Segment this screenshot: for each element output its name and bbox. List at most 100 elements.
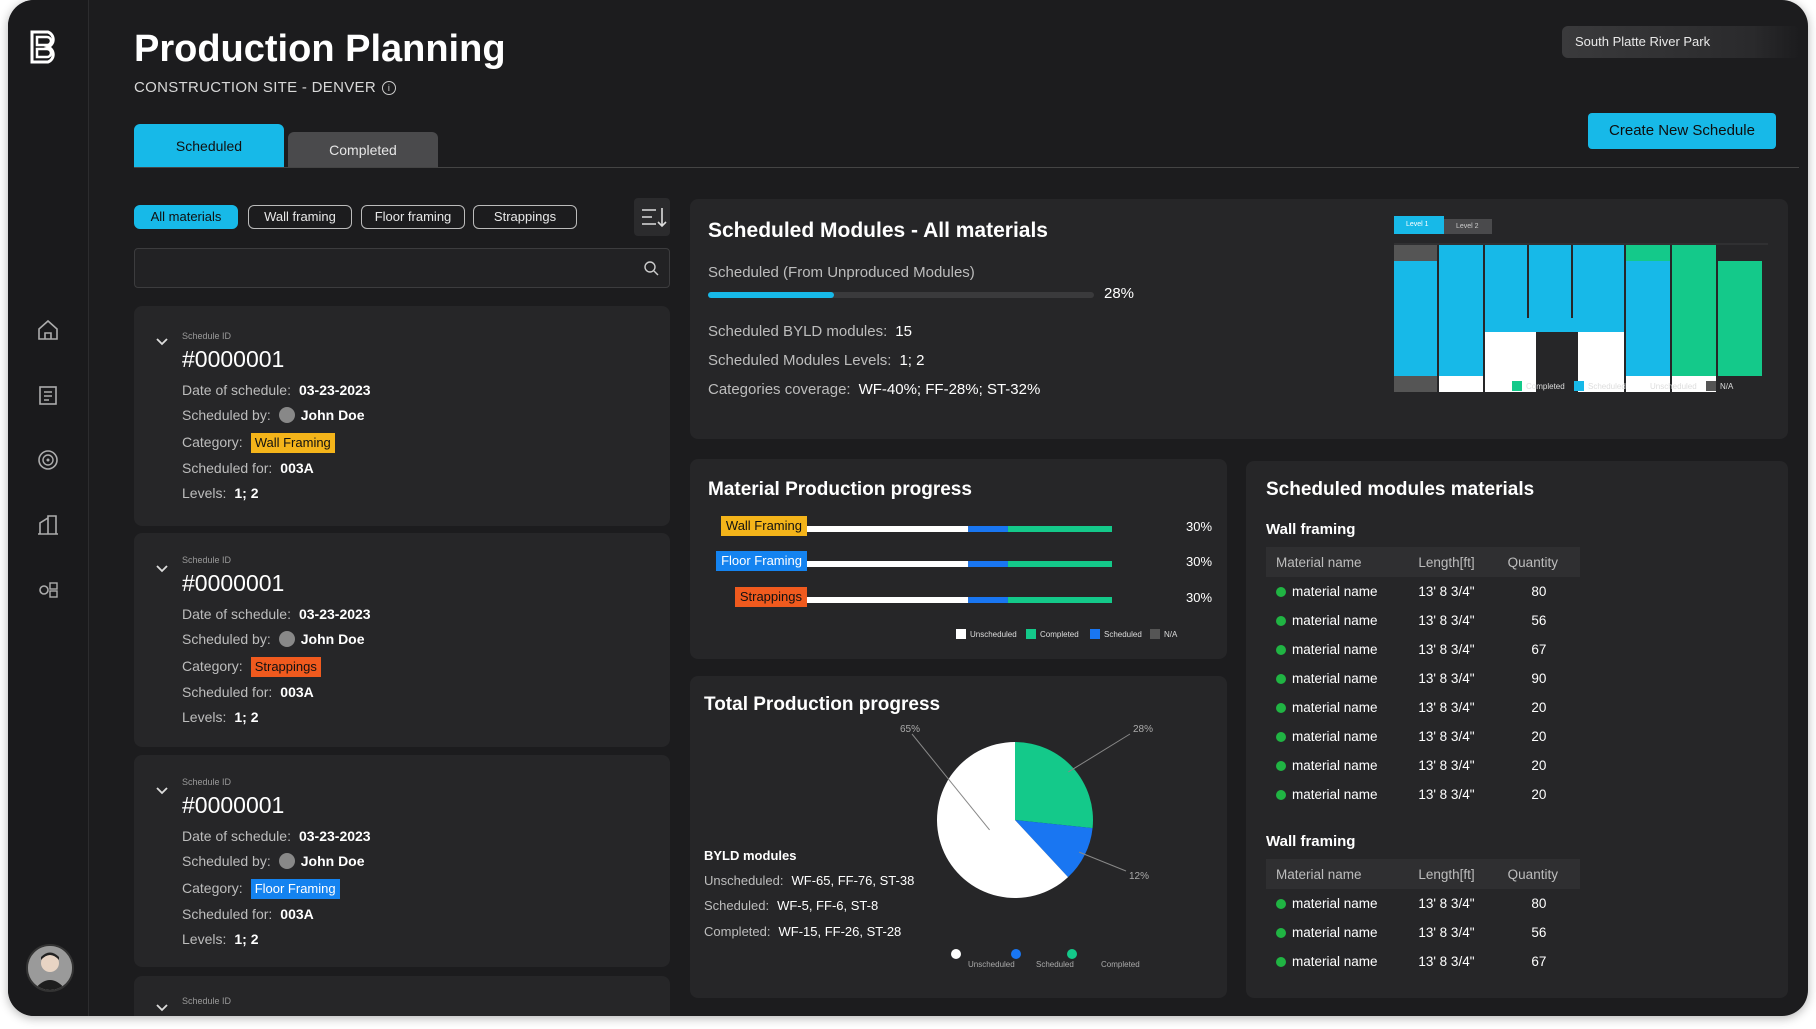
table-cell: material name	[1266, 664, 1408, 693]
tab-scheduled[interactable]: Scheduled	[134, 124, 284, 168]
pie-value-label: 28%	[1133, 724, 1153, 735]
status-dot-icon	[1276, 674, 1286, 684]
for-label: Scheduled for:	[182, 460, 273, 476]
modules-progress-value: 28%	[1104, 285, 1135, 302]
pie-leader-line	[1068, 733, 1131, 773]
level-1-tab[interactable]: Level 1	[1394, 216, 1444, 234]
chevron-down-icon[interactable]	[154, 334, 170, 350]
filter-floor-framing[interactable]: Floor framing	[361, 205, 465, 229]
coverage-row: Categories coverage: WF-40%; FF-28%; ST-3…	[708, 381, 1040, 398]
cell-text: 20	[1531, 758, 1547, 773]
legend-completed-label: Completed	[1040, 630, 1079, 639]
cell-text: 13' 8 3/4"	[1418, 758, 1475, 773]
search-input[interactable]	[134, 248, 670, 288]
table-cell: 20	[1498, 751, 1580, 780]
legend-scheduled: Scheduled	[1090, 629, 1142, 639]
filter-strappings[interactable]: Strappings	[473, 205, 577, 229]
pie-leader-line	[1078, 851, 1127, 872]
column-header[interactable]: Length[ft]	[1408, 547, 1498, 577]
logo-icon[interactable]	[28, 28, 62, 66]
cell-text: 13' 8 3/4"	[1418, 584, 1475, 599]
table-cell: 13' 8 3/4"	[1408, 693, 1497, 722]
scheduled-swatch-icon	[1574, 381, 1584, 391]
table-row[interactable]: material name 13' 8 3/4" 56	[1266, 918, 1580, 947]
column-header[interactable]: Quantity	[1497, 547, 1580, 577]
schedule-card[interactable]: Schedule ID #0000001 Date of schedule: 03…	[134, 533, 670, 747]
scheduled-label: Scheduled:	[704, 898, 770, 913]
location-selector[interactable]: South Platte River Park	[1562, 26, 1800, 58]
cell-text: 13' 8 3/4"	[1418, 642, 1475, 657]
for-value: 003A	[280, 906, 314, 922]
category-tag: Strappings	[250, 657, 321, 677]
schedule-card[interactable]: Schedule ID #0000001 Date of schedule: 03…	[134, 755, 670, 967]
schedule-card[interactable]: Schedule ID #0000001 Date of schedule: 03…	[134, 306, 670, 526]
table-row[interactable]: material name 13' 8 3/4" 67	[1266, 635, 1580, 664]
sort-button[interactable]	[634, 198, 670, 236]
column-header[interactable]: Length[ft]	[1408, 859, 1498, 889]
clipboard-icon[interactable]	[36, 383, 60, 407]
modules-progress-fill	[708, 292, 834, 298]
legend-scheduled: Scheduled	[1574, 381, 1626, 391]
user-avatar-icon	[278, 853, 295, 869]
building-icon[interactable]	[36, 513, 60, 537]
completed-row: Completed: WF-15, FF-26, ST-28	[704, 924, 901, 939]
user-avatar-icon	[28, 946, 72, 990]
progress-segment-completed	[1007, 561, 1112, 567]
level-2-tab[interactable]: Level 2	[1444, 219, 1492, 234]
create-schedule-button[interactable]: Create New Schedule	[1588, 113, 1776, 149]
schedule-card[interactable]: Schedule ID	[134, 976, 670, 1016]
for-value: 003A	[280, 460, 314, 476]
filter-wall-framing[interactable]: Wall framing	[248, 205, 352, 229]
legend-na-label: N/A	[1720, 382, 1734, 391]
chevron-down-icon[interactable]	[154, 1000, 170, 1016]
group-heading: Wall framing	[1266, 833, 1356, 850]
table-row[interactable]: material name 13' 8 3/4" 20	[1266, 722, 1580, 751]
column-header[interactable]: Quantity	[1497, 859, 1580, 889]
table-row[interactable]: material name 13' 8 3/4" 56	[1266, 606, 1580, 635]
legend-scheduled-label: Scheduled	[1104, 630, 1142, 639]
date-row: Date of schedule: 03-23-2023	[182, 382, 371, 398]
home-icon[interactable]	[36, 318, 60, 342]
tab-completed[interactable]: Completed	[288, 132, 438, 168]
status-dot-icon	[1276, 645, 1286, 655]
table-cell: material name	[1266, 751, 1408, 780]
chevron-down-icon[interactable]	[154, 561, 170, 577]
avatar[interactable]	[26, 944, 74, 992]
table-row[interactable]: material name 13' 8 3/4" 20	[1266, 780, 1580, 809]
modules-title: Scheduled Modules - All materials	[708, 219, 1048, 242]
strappings-label: Strappings	[734, 587, 807, 607]
legend-dot-icon	[951, 949, 961, 959]
material-progress-bars	[806, 526, 1112, 603]
cell-text: material name	[1292, 925, 1378, 940]
table-cell: 13' 8 3/4"	[1408, 722, 1497, 751]
legend-scheduled: Scheduled	[1036, 960, 1074, 969]
scheduled-value: WF-5, FF-6, ST-8	[777, 898, 879, 913]
table-row[interactable]: material name 13' 8 3/4" 20	[1266, 751, 1580, 780]
table-row[interactable]: material name 13' 8 3/4" 20	[1266, 693, 1580, 722]
target-icon[interactable]	[36, 448, 60, 472]
table-cell: 13' 8 3/4"	[1408, 889, 1497, 918]
settings-icon[interactable]	[36, 578, 60, 602]
filter-all-materials[interactable]: All materials	[134, 205, 238, 229]
table-row[interactable]: material name 13' 8 3/4" 80	[1266, 889, 1580, 918]
table-cell: 90	[1498, 664, 1580, 693]
table-cell: 56	[1498, 606, 1580, 635]
column-header[interactable]: Material name	[1266, 547, 1409, 577]
table-row[interactable]: material name 13' 8 3/4" 67	[1266, 947, 1580, 976]
legend-unscheduled: Unscheduled	[968, 960, 1015, 969]
table-row[interactable]: material name 13' 8 3/4" 80	[1266, 577, 1580, 606]
cell-text: 20	[1531, 787, 1547, 802]
date-row: Date of schedule: 03-23-2023	[182, 606, 371, 622]
info-icon[interactable]: i	[381, 81, 396, 95]
status-dot-icon	[1276, 616, 1286, 626]
level-2-label: Level 2	[1456, 223, 1479, 230]
unscheduled-label: Unscheduled:	[704, 873, 784, 888]
column-header[interactable]: Material name	[1266, 859, 1409, 889]
status-dot-icon	[1276, 957, 1286, 967]
cell-text: 20	[1531, 700, 1547, 715]
chevron-down-icon[interactable]	[154, 783, 170, 799]
levels-row: Levels: 1; 2	[182, 485, 258, 501]
table-row[interactable]: material name 13' 8 3/4" 90	[1266, 664, 1580, 693]
date-value: 03-23-2023	[298, 382, 371, 398]
cell-text: 13' 8 3/4"	[1418, 787, 1475, 802]
